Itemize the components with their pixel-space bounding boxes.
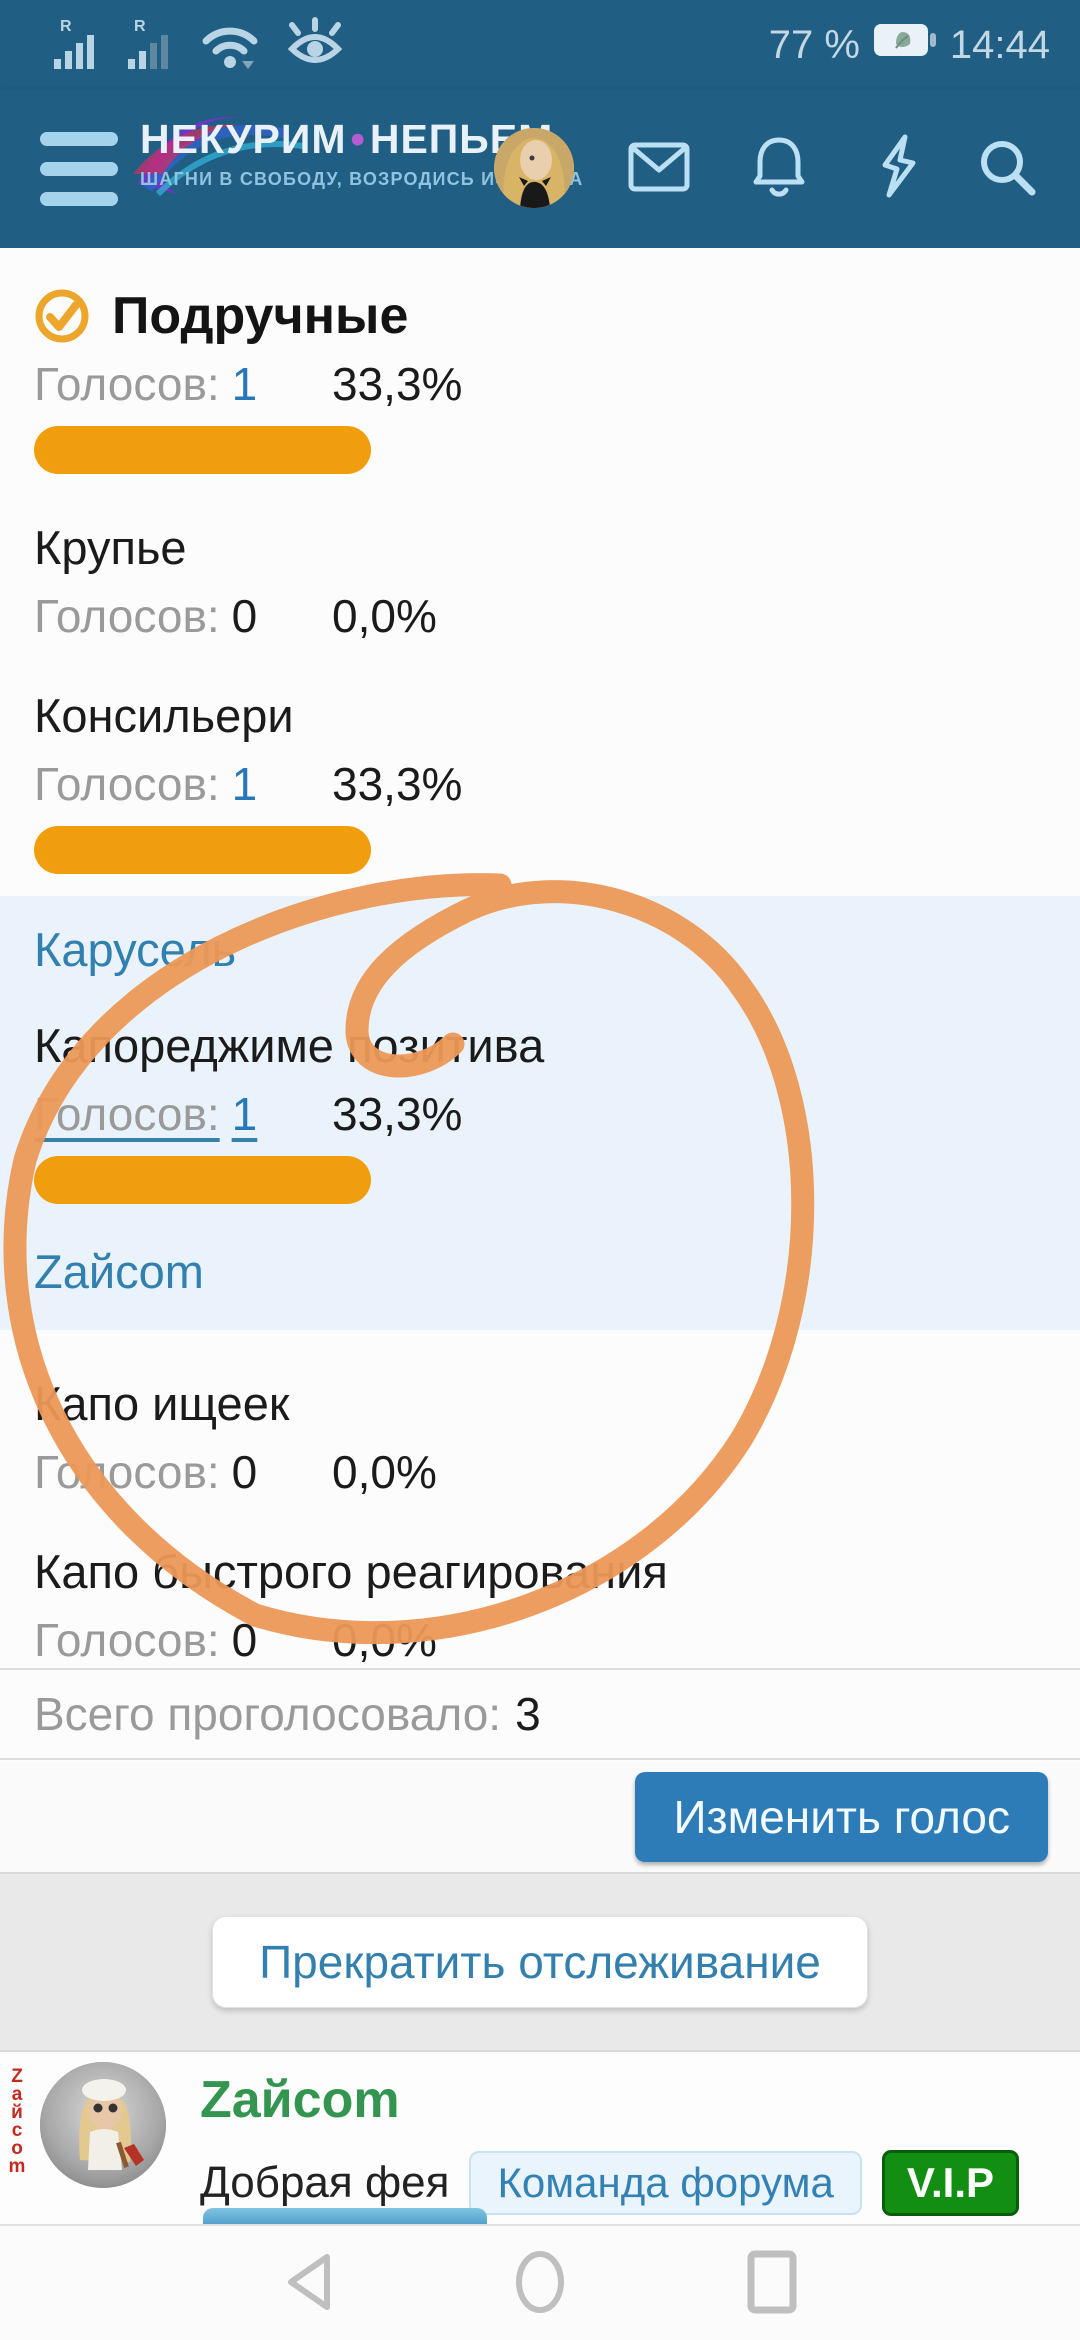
- signal-strength-2-icon: R: [126, 15, 178, 76]
- selected-check-icon: [34, 288, 90, 344]
- poll-option-label: Капо ищеек: [34, 1377, 290, 1430]
- clock-label: 14:44: [949, 22, 1050, 67]
- logo-dot: •: [350, 116, 366, 162]
- search-button[interactable]: [972, 134, 1042, 204]
- bell-icon: [750, 134, 808, 205]
- vote-progress-bar: [34, 1156, 1046, 1204]
- poll-total-row: Всего проголосовало: 3: [0, 1668, 1080, 1760]
- vote-progress-bar: [34, 426, 1046, 474]
- poll-option-label: Крупье: [34, 521, 187, 574]
- nav-home-button[interactable]: [512, 2250, 568, 2315]
- status-bar: R R: [0, 0, 1080, 90]
- signal-strength-icon: R: [52, 15, 104, 76]
- status-icons-left: R R: [30, 15, 346, 76]
- forum-logo[interactable]: НЕКУРИМ•НЕПЬЕМ ШАГНИ В СВОБОДУ, ВОЗРОДИС…: [133, 116, 584, 197]
- search-icon: [976, 136, 1038, 203]
- vip-badge: V.I.P: [881, 2150, 1020, 2216]
- poll-votes-line: Голосов: 1 33,3%: [34, 758, 463, 810]
- change-vote-row: Изменить голос: [0, 1762, 1080, 1872]
- partial-badge-banner: [203, 2208, 487, 2224]
- author-username-link[interactable]: Zайcom: [200, 2071, 400, 2129]
- poll-option-label: Капо быстрого реагирования: [34, 1545, 668, 1598]
- battery-leaf-icon: [872, 20, 938, 70]
- alerts-button[interactable]: [744, 134, 814, 204]
- poll-votes-line: Голосов: 0 0,0%: [34, 1446, 437, 1498]
- total-votes-value: 3: [515, 1688, 541, 1740]
- svg-text:R: R: [60, 18, 72, 35]
- change-vote-button[interactable]: Изменить голос: [635, 1772, 1048, 1862]
- poll-votes-line: Голосов: 1 33,3%: [34, 1088, 463, 1140]
- poll-votes-line: Голосов: 0 0,0%: [34, 1614, 437, 1666]
- unfollow-button[interactable]: Прекратить отслеживание: [212, 1916, 868, 2008]
- poll-option-label: Капореджиме позитива: [34, 1019, 545, 1072]
- nav-recents-button[interactable]: [744, 2250, 800, 2315]
- menu-button[interactable]: [40, 132, 118, 206]
- user-avatar[interactable]: [494, 128, 574, 208]
- battery-percent-label: 77 %: [768, 22, 860, 67]
- android-nav-bar: [0, 2224, 1080, 2340]
- nav-back-button[interactable]: [280, 2253, 336, 2315]
- logo-tagline: ШАГНИ В СВОБОДУ, ВОЗРОДИСЬ ИЗ ПЕПЛА: [140, 169, 584, 189]
- author-avatar[interactable]: [40, 2062, 166, 2188]
- votes-count-link[interactable]: Голосов: 1: [34, 1088, 258, 1140]
- poll-option-selected: Подручные: [34, 288, 1046, 344]
- poll-option-label: Подручные: [112, 287, 409, 345]
- post-author-card: Zайcom Zайcom Добрая фея Команда форума …: [0, 2052, 1080, 2224]
- highlighted-poll-block: Карусель Капореджиме позитива Голосов: 1 …: [0, 896, 1080, 1330]
- poll-votes-line: Голосов: 1 33,3%: [34, 358, 463, 410]
- total-votes-label: Всего проголосовало:: [34, 1688, 502, 1740]
- logo-title: НЕКУРИМ•НЕПЬЕМ: [140, 116, 554, 162]
- poll-votes-line: Голосов: 0 0,0%: [34, 590, 437, 642]
- svg-text:R: R: [134, 18, 146, 35]
- author-meta-row: Добрая фея Команда форума V.I.P: [200, 2150, 1020, 2216]
- messages-button[interactable]: [624, 134, 694, 204]
- lightning-bolt-icon: [875, 133, 923, 206]
- mail-icon: [628, 142, 690, 197]
- recents-square-icon: [746, 2249, 798, 2320]
- author-custom-title: Добрая фея: [200, 2158, 450, 2207]
- voter-link[interactable]: Zайcom: [34, 1245, 204, 1298]
- forum-team-badge: Команда форума: [469, 2151, 862, 2215]
- wifi-icon: [200, 15, 262, 76]
- status-right: 77 % 14:44: [769, 20, 1050, 70]
- poll-results: Подручные Голосов: 1 33,3% Крупье Голосов…: [0, 248, 1080, 1668]
- eye-comfort-icon: [284, 15, 346, 76]
- vote-progress-bar: [34, 826, 1046, 874]
- home-circle-icon: [512, 2249, 568, 2320]
- whats-new-button[interactable]: [864, 134, 934, 204]
- voter-link[interactable]: Карусель: [34, 923, 237, 976]
- avatar-vertical-name: Zайcom: [8, 2066, 26, 2177]
- back-triangle-icon: [283, 2251, 333, 2318]
- poll-option-label: Консильери: [34, 689, 294, 742]
- app-header: НЕКУРИМ•НЕПЬЕМ ШАГНИ В СВОБОДУ, ВОЗРОДИС…: [0, 90, 1080, 248]
- thread-actions-band: Прекратить отслеживание: [0, 1872, 1080, 2052]
